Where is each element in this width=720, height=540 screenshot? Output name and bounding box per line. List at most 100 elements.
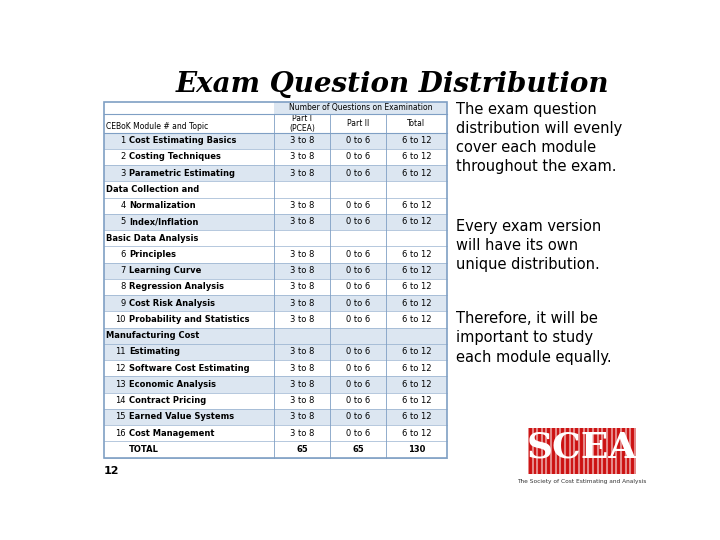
Text: 6 to 12: 6 to 12 bbox=[402, 250, 431, 259]
Text: 0 to 6: 0 to 6 bbox=[346, 315, 370, 324]
Text: 3 to 8: 3 to 8 bbox=[290, 136, 315, 145]
Bar bbox=[104, 165, 446, 181]
Text: Exam Question Distribution: Exam Question Distribution bbox=[176, 71, 609, 98]
Bar bbox=[104, 295, 446, 311]
Text: 14: 14 bbox=[115, 396, 126, 405]
Text: Costing Techniques: Costing Techniques bbox=[129, 152, 220, 161]
Text: Regression Analysis: Regression Analysis bbox=[129, 282, 224, 292]
Text: 3 to 8: 3 to 8 bbox=[290, 429, 315, 437]
Text: Parametric Estimating: Parametric Estimating bbox=[129, 168, 235, 178]
Text: 0 to 6: 0 to 6 bbox=[346, 266, 370, 275]
Text: 2: 2 bbox=[120, 152, 126, 161]
Text: 0 to 6: 0 to 6 bbox=[346, 201, 370, 210]
Text: 3 to 8: 3 to 8 bbox=[290, 282, 315, 292]
Text: Index/Inflation: Index/Inflation bbox=[129, 218, 198, 226]
Text: 3 to 8: 3 to 8 bbox=[290, 413, 315, 421]
Text: 6: 6 bbox=[120, 250, 126, 259]
Text: Part I
(PCEA): Part I (PCEA) bbox=[289, 113, 315, 133]
Text: 6 to 12: 6 to 12 bbox=[402, 396, 431, 405]
Text: 6 to 12: 6 to 12 bbox=[402, 347, 431, 356]
Text: 7: 7 bbox=[120, 266, 126, 275]
Text: Manufacturing Cost: Manufacturing Cost bbox=[106, 331, 199, 340]
Text: Cost Risk Analysis: Cost Risk Analysis bbox=[129, 299, 215, 308]
Text: 13: 13 bbox=[115, 380, 126, 389]
Text: Normalization: Normalization bbox=[129, 201, 195, 210]
Text: Total: Total bbox=[408, 119, 426, 128]
Text: 0 to 6: 0 to 6 bbox=[346, 429, 370, 437]
Text: CEBoK Module # and Topic: CEBoK Module # and Topic bbox=[106, 122, 208, 131]
Text: Basic Data Analysis: Basic Data Analysis bbox=[106, 234, 198, 242]
Text: 6 to 12: 6 to 12 bbox=[402, 363, 431, 373]
Text: Therefore, it will be
important to study
each module equally.: Therefore, it will be important to study… bbox=[456, 311, 611, 364]
Text: 6 to 12: 6 to 12 bbox=[402, 413, 431, 421]
Text: 3 to 8: 3 to 8 bbox=[290, 201, 315, 210]
Text: SCEA: SCEA bbox=[527, 430, 637, 464]
Bar bbox=[104, 409, 446, 425]
Bar bbox=[274, 102, 446, 114]
Text: 0 to 6: 0 to 6 bbox=[346, 347, 370, 356]
Text: 6 to 12: 6 to 12 bbox=[402, 266, 431, 275]
Text: 3 to 8: 3 to 8 bbox=[290, 315, 315, 324]
Text: 6 to 12: 6 to 12 bbox=[402, 429, 431, 437]
Text: 6 to 12: 6 to 12 bbox=[402, 299, 431, 308]
Text: Software Cost Estimating: Software Cost Estimating bbox=[129, 363, 249, 373]
Text: 0 to 6: 0 to 6 bbox=[346, 413, 370, 421]
Text: Learning Curve: Learning Curve bbox=[129, 266, 201, 275]
Text: 3 to 8: 3 to 8 bbox=[290, 266, 315, 275]
Text: 3 to 8: 3 to 8 bbox=[290, 363, 315, 373]
Text: 6 to 12: 6 to 12 bbox=[402, 136, 431, 145]
Text: 0 to 6: 0 to 6 bbox=[346, 218, 370, 226]
Text: Every exam version
will have its own
unique distribution.: Every exam version will have its own uni… bbox=[456, 219, 601, 272]
Bar bbox=[104, 344, 446, 360]
Text: 3 to 8: 3 to 8 bbox=[290, 250, 315, 259]
Text: 3 to 8: 3 to 8 bbox=[290, 347, 315, 356]
Text: 0 to 6: 0 to 6 bbox=[346, 363, 370, 373]
Text: Data Collection and: Data Collection and bbox=[106, 185, 199, 194]
Text: 11: 11 bbox=[115, 347, 126, 356]
Text: 0 to 6: 0 to 6 bbox=[346, 168, 370, 178]
Text: 16: 16 bbox=[115, 429, 126, 437]
Text: The exam question
distribution will evenly
cover each module
throughout the exam: The exam question distribution will even… bbox=[456, 102, 622, 174]
Text: 3 to 8: 3 to 8 bbox=[290, 299, 315, 308]
Bar bbox=[104, 262, 446, 279]
Text: TOTAL: TOTAL bbox=[129, 445, 158, 454]
Bar bbox=[104, 102, 446, 457]
Text: 6 to 12: 6 to 12 bbox=[402, 201, 431, 210]
Bar bbox=[104, 376, 446, 393]
Text: 15: 15 bbox=[115, 413, 126, 421]
Text: Contract Pricing: Contract Pricing bbox=[129, 396, 206, 405]
Text: Probability and Statistics: Probability and Statistics bbox=[129, 315, 249, 324]
Text: 3 to 8: 3 to 8 bbox=[290, 152, 315, 161]
Text: 6 to 12: 6 to 12 bbox=[402, 152, 431, 161]
Bar bbox=[528, 428, 636, 475]
Text: 10: 10 bbox=[115, 315, 126, 324]
Text: 130: 130 bbox=[408, 445, 425, 454]
Text: 8: 8 bbox=[120, 282, 126, 292]
Text: Estimating: Estimating bbox=[129, 347, 180, 356]
Text: 0 to 6: 0 to 6 bbox=[346, 299, 370, 308]
Text: 0 to 6: 0 to 6 bbox=[346, 282, 370, 292]
Text: 12: 12 bbox=[104, 467, 120, 476]
Text: Earned Value Systems: Earned Value Systems bbox=[129, 413, 234, 421]
Text: 3 to 8: 3 to 8 bbox=[290, 396, 315, 405]
Text: 6 to 12: 6 to 12 bbox=[402, 315, 431, 324]
Text: Number of Questions on Examination: Number of Questions on Examination bbox=[289, 104, 432, 112]
Text: Cost Estimating Basics: Cost Estimating Basics bbox=[129, 136, 236, 145]
Text: 65: 65 bbox=[297, 445, 308, 454]
Text: Economic Analysis: Economic Analysis bbox=[129, 380, 216, 389]
Text: 65: 65 bbox=[352, 445, 364, 454]
Text: 3 to 8: 3 to 8 bbox=[290, 168, 315, 178]
Text: 1: 1 bbox=[120, 136, 126, 145]
Text: 9: 9 bbox=[120, 299, 126, 308]
Text: 3 to 8: 3 to 8 bbox=[290, 380, 315, 389]
Text: 0 to 6: 0 to 6 bbox=[346, 250, 370, 259]
Text: 4: 4 bbox=[120, 201, 126, 210]
Text: 6 to 12: 6 to 12 bbox=[402, 380, 431, 389]
Text: 3: 3 bbox=[120, 168, 126, 178]
Text: Cost Management: Cost Management bbox=[129, 429, 215, 437]
Text: 6 to 12: 6 to 12 bbox=[402, 218, 431, 226]
Text: 0 to 6: 0 to 6 bbox=[346, 396, 370, 405]
Bar bbox=[104, 328, 446, 344]
Text: 3 to 8: 3 to 8 bbox=[290, 218, 315, 226]
Text: 0 to 6: 0 to 6 bbox=[346, 380, 370, 389]
